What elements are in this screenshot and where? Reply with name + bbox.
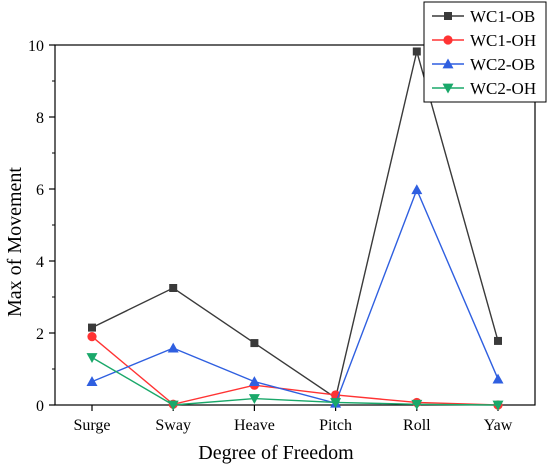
y-tick-label: 4 xyxy=(36,254,44,271)
data-point xyxy=(86,353,98,363)
data-point xyxy=(248,394,260,405)
legend-marker xyxy=(442,58,454,69)
axes: 0 2 4 6 8 10 Surge Sway Heave Pitch Roll Yaw xyxy=(28,38,536,434)
data-point xyxy=(167,342,179,353)
x-tick-label: Sway xyxy=(155,417,191,434)
legend-item: WC1-OB xyxy=(432,7,535,26)
y-tick-label: 2 xyxy=(36,326,44,343)
y-tick-label: 10 xyxy=(28,38,44,55)
y-tick-label: 0 xyxy=(36,398,44,415)
series-line xyxy=(91,51,499,399)
legend-label: WC1-OB xyxy=(470,7,535,26)
legend-label: WC2-OH xyxy=(470,79,536,98)
legend-item: WC2-OH xyxy=(432,79,536,98)
legend-item: WC2-OB xyxy=(432,55,535,74)
legend-label: WC1-OH xyxy=(470,31,536,50)
x-tick-label: Pitch xyxy=(319,417,352,434)
data-point xyxy=(169,284,178,292)
y-axis-title: Max of Movement xyxy=(4,167,26,317)
series-wc2-ob xyxy=(86,184,504,408)
series-line xyxy=(91,187,499,405)
legend-label: WC2-OB xyxy=(470,55,535,74)
legend-item: WC1-OH xyxy=(432,31,536,50)
data-point xyxy=(412,47,421,56)
x-tick-label: Heave xyxy=(234,417,275,434)
x-tick-label: Yaw xyxy=(484,417,513,434)
data-point xyxy=(330,398,342,408)
data-point xyxy=(411,184,423,195)
data-point xyxy=(167,400,179,411)
legend-marker xyxy=(443,35,453,45)
x-tick-label: Roll xyxy=(403,417,431,434)
data-point xyxy=(88,323,96,332)
series-line xyxy=(91,336,499,406)
data-point xyxy=(87,332,97,342)
data-point xyxy=(248,376,260,386)
series-wc2-oh xyxy=(86,353,504,411)
series-line xyxy=(91,356,499,406)
data-point xyxy=(250,339,259,348)
data-point xyxy=(492,373,504,384)
legend-marker xyxy=(442,83,454,94)
x-axis-title: Degree of Freedom xyxy=(198,442,354,464)
data-point xyxy=(492,400,504,411)
x-tick-label: Surge xyxy=(73,417,110,434)
data-point xyxy=(86,376,98,386)
data-point xyxy=(494,336,502,345)
data-point xyxy=(411,399,423,410)
legend-marker xyxy=(444,12,452,20)
y-tick-label: 8 xyxy=(36,110,44,127)
y-tick-label: 6 xyxy=(36,182,44,199)
legend: WC1-OB WC1-OH WC2-OB WC2-OH xyxy=(423,1,547,103)
